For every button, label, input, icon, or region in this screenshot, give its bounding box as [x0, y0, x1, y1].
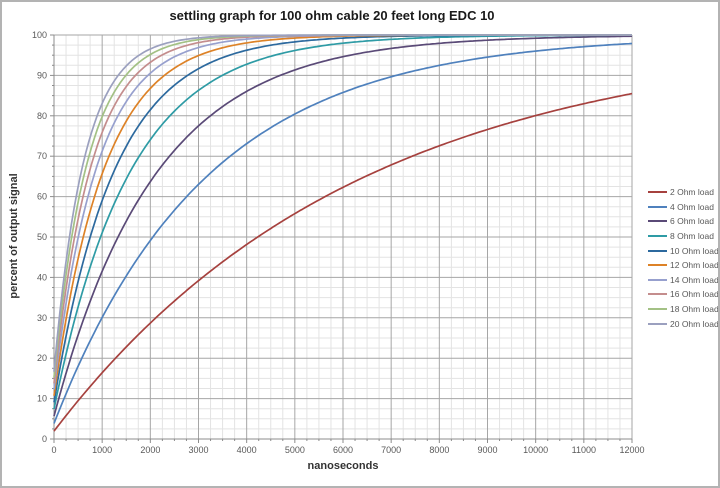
- legend-item-4ohm: 4 Ohm load: [648, 200, 718, 215]
- y-tick-label: 30: [37, 313, 47, 323]
- series-line-4ohm: [53, 42, 633, 424]
- y-tick-label: 80: [37, 111, 47, 121]
- y-tick-label: 70: [37, 151, 47, 161]
- legend: 2 Ohm load 4 Ohm load 6 Ohm load 8 Ohm load…: [648, 185, 719, 331]
- legend-swatch-icon: [648, 205, 667, 208]
- y-tick-label: 40: [37, 272, 47, 282]
- x-tick-label: 4000: [237, 445, 257, 455]
- y-tick-label: 60: [37, 192, 47, 202]
- legend-item-16ohm: 16 Ohm load: [648, 287, 719, 302]
- x-tick-label: 0: [51, 445, 56, 455]
- legend-item-8ohm: 8 Ohm load: [648, 229, 718, 244]
- legend-swatch-icon: [648, 220, 667, 223]
- series-line-2ohm: [53, 92, 633, 432]
- legend-item-18ohm: 18 Ohm load: [648, 302, 719, 317]
- y-tick-label: 100: [32, 30, 47, 40]
- legend-item-2ohm: 2 Ohm load: [648, 185, 718, 200]
- series-line-20ohm: [53, 34, 632, 372]
- y-axis-title: percent of output signal: [8, 173, 20, 299]
- x-axis-title: nanoseconds: [307, 460, 379, 472]
- legend-swatch-icon: [648, 293, 667, 296]
- legend-item-12ohm: 12 Ohm load: [648, 258, 719, 273]
- legend-swatch-icon: [648, 308, 667, 311]
- x-tick-label: 3000: [188, 445, 208, 455]
- legend-item-14ohm: 14 Ohm load: [648, 273, 719, 288]
- legend-item-6ohm: 6 Ohm load: [648, 214, 718, 229]
- legend-label: 4 Ohm load: [670, 201, 714, 212]
- x-tick-label: 7000: [381, 445, 401, 455]
- legend-label: 20 Ohm load: [670, 318, 719, 329]
- legend-label: 12 Ohm load: [670, 260, 719, 271]
- legend-swatch-icon: [648, 191, 667, 194]
- series-line-6ohm: [53, 35, 633, 417]
- legend-swatch-icon: [648, 249, 667, 252]
- legend-label: 6 Ohm load: [670, 216, 714, 227]
- y-tick-label: 0: [42, 434, 47, 444]
- legend-label: 14 Ohm load: [670, 274, 719, 285]
- chart-title: settling graph for 100 ohm cable 20 feet…: [169, 8, 495, 23]
- x-tick-label: 6000: [333, 445, 353, 455]
- legend-label: 10 Ohm load: [670, 245, 719, 256]
- x-tick-label: 11000: [572, 445, 596, 455]
- legend-swatch-icon: [648, 264, 667, 267]
- x-tick-label: 2000: [140, 445, 160, 455]
- legend-label: 8 Ohm load: [670, 231, 714, 242]
- legend-swatch-icon: [648, 278, 667, 281]
- legend-label: 18 Ohm load: [670, 304, 719, 315]
- y-tick-label: 50: [37, 232, 47, 242]
- y-tick-label: 10: [37, 394, 47, 404]
- legend-swatch-icon: [648, 235, 667, 238]
- x-tick-label: 10000: [523, 445, 548, 455]
- y-tick-label: 20: [37, 353, 47, 363]
- legend-label: 16 Ohm load: [670, 289, 719, 300]
- legend-swatch-icon: [648, 322, 667, 325]
- legend-item-10ohm: 10 Ohm load: [648, 243, 719, 258]
- x-tick-label: 5000: [285, 445, 305, 455]
- legend-item-20ohm: 20 Ohm load: [648, 316, 719, 331]
- x-tick-label: 12000: [619, 445, 644, 455]
- legend-label: 2 Ohm load: [670, 187, 714, 198]
- x-tick-label: 9000: [477, 445, 497, 455]
- x-tick-label: 1000: [92, 445, 112, 455]
- x-tick-label: 8000: [429, 445, 449, 455]
- y-tick-label: 90: [37, 70, 47, 80]
